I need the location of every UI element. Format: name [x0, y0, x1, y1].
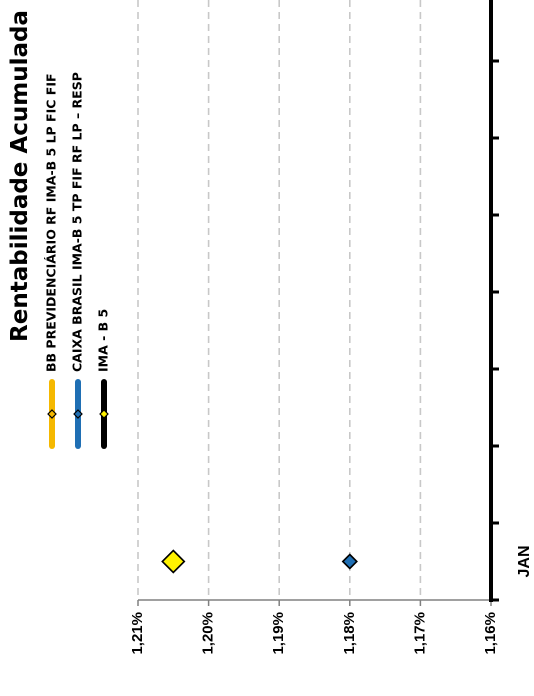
value-tick-label: 1,19%: [270, 612, 287, 655]
category-label: JAN: [516, 545, 533, 577]
value-tick-label: 1,18%: [341, 612, 358, 655]
legend: BB PREVIDENCIÁRIO RF IMA-B 5 LP FIC FIF C…: [44, 72, 111, 449]
legend-marker: [99, 409, 109, 419]
grid-lines: [137, 0, 422, 600]
value-tick-label: 1,17%: [411, 612, 428, 655]
value-tick-label: 1,16%: [482, 612, 499, 655]
legend-label: BB PREVIDENCIÁRIO RF IMA-B 5 LP FIC FIF: [44, 73, 59, 372]
value-tick-label: 1,20%: [200, 612, 217, 655]
legend-label: CAIXA BRASIL IMA-B 5 TP FIF RF LP – RESP: [70, 72, 85, 372]
axes: [137, 0, 499, 606]
value-tick-label: 1,21%: [129, 612, 146, 655]
legend-label: IMA - B 5: [96, 309, 111, 372]
chart-title: Rentabilidade Acumulada: [7, 10, 33, 342]
legend-marker: [47, 409, 57, 419]
data-point-marker: [161, 549, 186, 574]
data-point-marker: [341, 553, 358, 570]
legend-marker: [73, 409, 83, 419]
data-markers: [161, 549, 358, 574]
chart-text: Rentabilidade Acumulada 1,21% 1,20% 1,19% 1…: [7, 10, 533, 655]
